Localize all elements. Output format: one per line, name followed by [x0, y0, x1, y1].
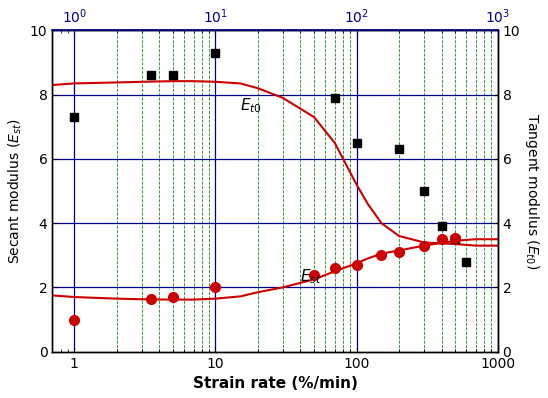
Y-axis label: Tangent modulus ($E_{t0}$): Tangent modulus ($E_{t0}$) [523, 113, 541, 269]
Text: $E_{t0}$: $E_{t0}$ [240, 97, 262, 115]
X-axis label: Strain rate (%/min): Strain rate (%/min) [193, 376, 357, 391]
Text: $E_{st}$: $E_{st}$ [300, 267, 322, 286]
Y-axis label: Secant modulus ($E_{st}$): Secant modulus ($E_{st}$) [7, 118, 24, 264]
